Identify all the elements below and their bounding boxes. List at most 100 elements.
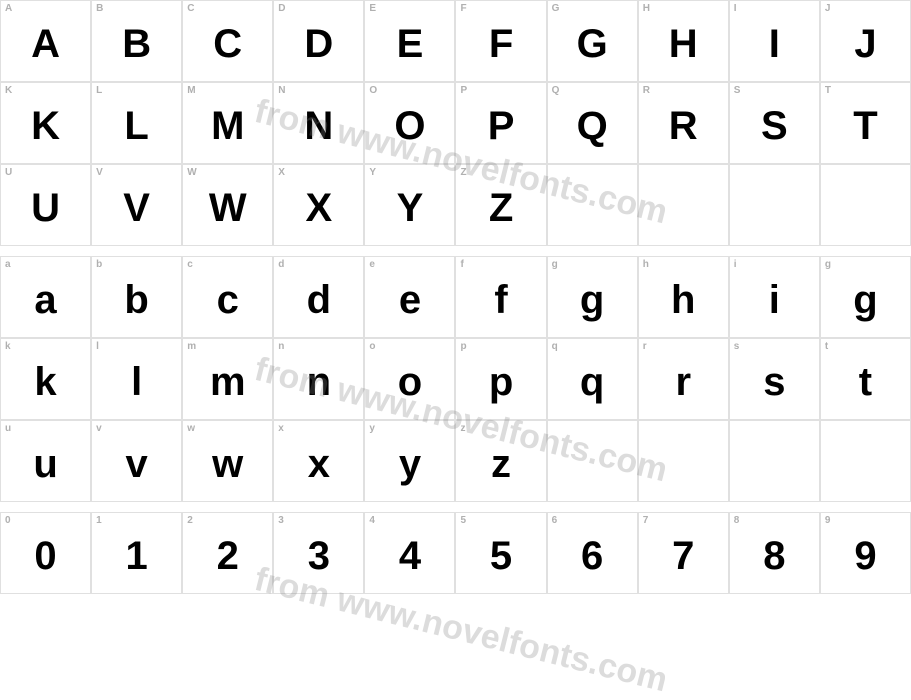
cell-label: A bbox=[5, 3, 12, 14]
glyph-cell bbox=[820, 420, 911, 502]
cell-label: V bbox=[96, 167, 103, 178]
cell-glyph: p bbox=[489, 360, 513, 405]
cell-glyph: F bbox=[489, 22, 513, 67]
cell-glyph: J bbox=[854, 22, 876, 67]
cell-label: v bbox=[96, 423, 102, 434]
glyph-cell: zz bbox=[455, 420, 546, 502]
glyph-cell bbox=[820, 164, 911, 246]
cell-glyph: O bbox=[394, 104, 425, 149]
cell-glyph: z bbox=[491, 442, 511, 487]
glyph-cell bbox=[729, 164, 820, 246]
cell-glyph: R bbox=[669, 104, 698, 149]
glyph-cell: EE bbox=[364, 0, 455, 82]
cell-glyph: 8 bbox=[763, 534, 785, 579]
cell-label: n bbox=[278, 341, 284, 352]
cell-glyph: A bbox=[31, 22, 60, 67]
cell-label: F bbox=[460, 3, 466, 14]
cell-label: a bbox=[5, 259, 11, 270]
cell-glyph: Q bbox=[577, 104, 608, 149]
cell-glyph: 3 bbox=[308, 534, 330, 579]
glyph-cell: 88 bbox=[729, 512, 820, 594]
cell-label: y bbox=[369, 423, 375, 434]
glyph-cell: AA bbox=[0, 0, 91, 82]
glyph-cell: bb bbox=[91, 256, 182, 338]
cell-label: N bbox=[278, 85, 285, 96]
cell-glyph: 1 bbox=[126, 534, 148, 579]
glyph-cell: PP bbox=[455, 82, 546, 164]
glyph-cell: VV bbox=[91, 164, 182, 246]
cell-glyph: I bbox=[769, 22, 780, 67]
spacer-row bbox=[0, 246, 911, 256]
glyph-cell: XX bbox=[273, 164, 364, 246]
glyph-cell: SS bbox=[729, 82, 820, 164]
glyph-cell bbox=[729, 420, 820, 502]
cell-glyph: c bbox=[217, 278, 239, 323]
glyph-row: uuvvwwxxyyzz bbox=[0, 420, 911, 502]
glyph-cell: QQ bbox=[547, 82, 638, 164]
cell-glyph: M bbox=[211, 104, 244, 149]
glyph-cell: 77 bbox=[638, 512, 729, 594]
glyph-cell: qq bbox=[547, 338, 638, 420]
cell-label: b bbox=[96, 259, 102, 270]
glyph-row: aabbccddeeffgghhiigg bbox=[0, 256, 911, 338]
cell-glyph: W bbox=[209, 186, 247, 231]
cell-label: o bbox=[369, 341, 375, 352]
glyph-cell: ee bbox=[364, 256, 455, 338]
cell-glyph: b bbox=[124, 278, 148, 323]
cell-label: U bbox=[5, 167, 12, 178]
cell-label: T bbox=[825, 85, 831, 96]
cell-label: q bbox=[552, 341, 558, 352]
cell-label: h bbox=[643, 259, 649, 270]
cell-glyph: w bbox=[212, 442, 243, 487]
cell-glyph: K bbox=[31, 104, 60, 149]
cell-label: f bbox=[460, 259, 463, 270]
cell-glyph: H bbox=[669, 22, 698, 67]
cell-glyph: 4 bbox=[399, 534, 421, 579]
cell-label: i bbox=[734, 259, 737, 270]
glyph-cell: 00 bbox=[0, 512, 91, 594]
glyph-cell: dd bbox=[273, 256, 364, 338]
glyph-cell: WW bbox=[182, 164, 273, 246]
cell-label: P bbox=[460, 85, 467, 96]
glyph-cell: aa bbox=[0, 256, 91, 338]
cell-label: 6 bbox=[552, 515, 558, 526]
cell-label: d bbox=[278, 259, 284, 270]
cell-glyph: r bbox=[675, 360, 691, 405]
cell-glyph: Y bbox=[397, 186, 424, 231]
glyph-cell: DD bbox=[273, 0, 364, 82]
glyph-row: AABBCCDDEEFFGGHHIIJJ bbox=[0, 0, 911, 82]
cell-label: z bbox=[460, 423, 465, 434]
cell-label: G bbox=[552, 3, 560, 14]
cell-glyph: i bbox=[769, 278, 780, 323]
cell-label: Q bbox=[552, 85, 560, 96]
cell-label: r bbox=[643, 341, 647, 352]
cell-label: R bbox=[643, 85, 650, 96]
glyph-row: 00112233445566778899 bbox=[0, 512, 911, 594]
cell-label: W bbox=[187, 167, 196, 178]
cell-label: 1 bbox=[96, 515, 102, 526]
cell-glyph: h bbox=[671, 278, 695, 323]
cell-label: M bbox=[187, 85, 195, 96]
cell-label: u bbox=[5, 423, 11, 434]
cell-glyph: 0 bbox=[34, 534, 56, 579]
glyph-cell: CC bbox=[182, 0, 273, 82]
cell-glyph: q bbox=[580, 360, 604, 405]
glyph-cell: HH bbox=[638, 0, 729, 82]
glyph-cell: gg bbox=[547, 256, 638, 338]
cell-label: x bbox=[278, 423, 284, 434]
glyph-cell: nn bbox=[273, 338, 364, 420]
glyph-cell: ss bbox=[729, 338, 820, 420]
cell-glyph: f bbox=[494, 278, 507, 323]
glyph-cell: NN bbox=[273, 82, 364, 164]
cell-label: m bbox=[187, 341, 196, 352]
glyph-cell: pp bbox=[455, 338, 546, 420]
cell-label: c bbox=[187, 259, 193, 270]
cell-glyph: m bbox=[210, 360, 246, 405]
cell-label: 3 bbox=[278, 515, 284, 526]
cell-glyph: v bbox=[126, 442, 148, 487]
cell-glyph: G bbox=[577, 22, 608, 67]
glyph-cell bbox=[638, 164, 729, 246]
glyph-cell: 66 bbox=[547, 512, 638, 594]
cell-glyph: t bbox=[859, 360, 872, 405]
cell-label: 7 bbox=[643, 515, 649, 526]
